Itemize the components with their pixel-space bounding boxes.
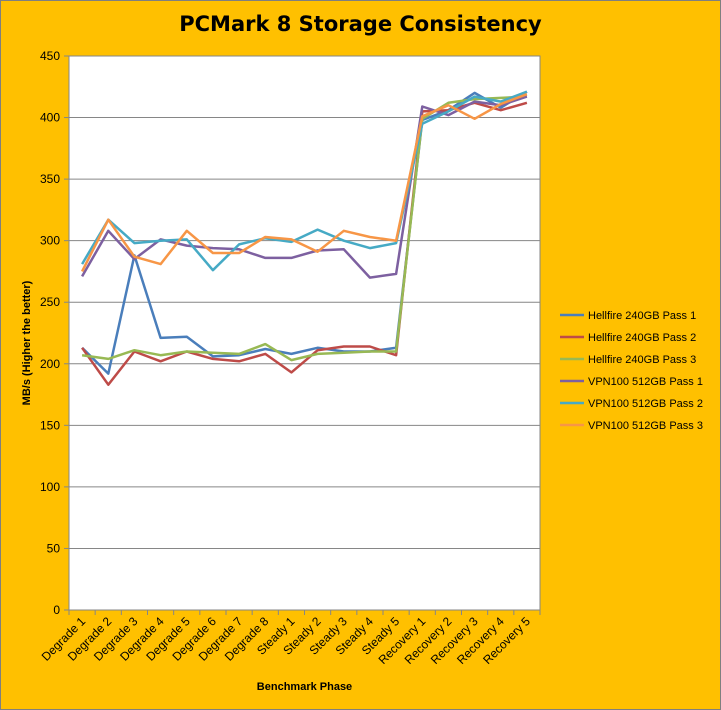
series-line <box>81 95 528 279</box>
y-tick-label: 50 <box>47 541 61 555</box>
legend-label: VPN100 512GB Pass 3 <box>588 420 703 432</box>
y-tick-label: 100 <box>40 480 60 494</box>
y-axis-title: MB/s (Higher the better) <box>21 280 33 405</box>
y-tick-label: 350 <box>40 172 60 186</box>
y-tick-label: 250 <box>40 295 60 309</box>
series-line <box>81 95 527 362</box>
plot-area <box>68 55 541 611</box>
y-tick-label: 300 <box>40 234 60 248</box>
series-line <box>81 90 528 272</box>
chart-title: PCMark 8 Storage Consistency <box>179 12 542 36</box>
legend-label: Hellfire 240GB Pass 3 <box>588 354 696 366</box>
series-line <box>80 93 528 272</box>
legend-label: VPN100 512GB Pass 2 <box>588 398 703 410</box>
y-tick-label: 450 <box>40 49 60 63</box>
legend: Hellfire 240GB Pass 1 Hellfire 240GB Pass… <box>560 310 703 432</box>
y-tick-label: 400 <box>40 111 60 125</box>
x-axis-title: Benchmark Phase <box>257 681 352 693</box>
legend-label: Hellfire 240GB Pass 1 <box>588 310 696 322</box>
y-tick-label: 150 <box>40 418 60 432</box>
y-tick-label: 0 <box>53 603 60 617</box>
legend-label: Hellfire 240GB Pass 2 <box>588 332 696 344</box>
series-lines <box>80 90 528 386</box>
y-axis-ticks: 0 50 100 150 200 250 300 350 400 450 <box>40 49 69 617</box>
legend-label: VPN100 512GB Pass 1 <box>588 376 703 388</box>
y-tick-label: 200 <box>40 357 60 371</box>
